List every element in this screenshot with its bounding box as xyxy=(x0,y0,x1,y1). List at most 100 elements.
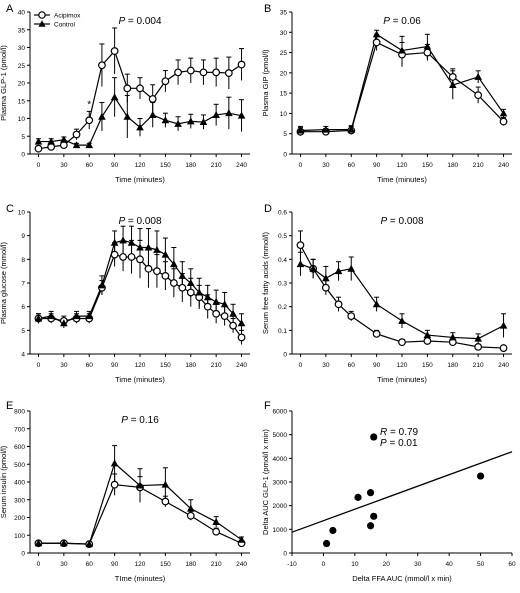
panel-e-x-tick-label: 90 xyxy=(111,561,119,568)
panel-a-y-tick-label: 30 xyxy=(18,45,26,52)
panel-f-x-tick-label: 0 xyxy=(322,561,326,568)
panel-a-control-point xyxy=(174,119,182,127)
panel-b-y-tick-label: 35 xyxy=(280,10,288,17)
panel-b-acipimox-point xyxy=(423,48,432,57)
panel-a-x-tick-label: 120 xyxy=(135,162,146,169)
panel-f-p-value: P = 0.01 xyxy=(380,438,418,449)
panel-f-stat-value: = 0.79 xyxy=(387,427,418,438)
panel-a-acipimox-point xyxy=(161,77,170,86)
panel-f-y-tick-label: 1000 xyxy=(273,527,288,534)
panel-a-y-tick-label: 10 xyxy=(18,116,26,123)
panel-c-x-tick-label: 60 xyxy=(86,362,94,369)
panel-e-control-point xyxy=(212,517,220,525)
panel-c-acipimox-point xyxy=(119,253,127,261)
panel-c-y-tick-label: 9 xyxy=(21,233,25,240)
panel-d-x-tick-label: 210 xyxy=(473,362,484,369)
panel-c-p-rest: = 0.008 xyxy=(125,216,162,227)
panel-d-x-axis-label: Time (minutes) xyxy=(377,375,427,384)
panel-d-control-point xyxy=(309,264,317,272)
panel-b-x-tick-label: 0 xyxy=(299,162,303,169)
panel-a-control-point xyxy=(237,111,246,119)
panel-a-control-point xyxy=(136,123,144,131)
panel-d-acipimox-point xyxy=(398,338,406,347)
legend-marker-acipimox xyxy=(38,11,46,19)
panel-c-y-axis-label: Plasma glucose (mmol/l) xyxy=(0,241,8,324)
panel-f-x-tick-label: -10 xyxy=(287,561,297,568)
panel-b-control-point xyxy=(296,126,305,134)
panel-f-y-tick-label: 2000 xyxy=(273,503,288,510)
panel-d-acipimox-line xyxy=(299,244,504,349)
panel-c: C 4 5 6 7 8 9 10 0 30 60 90 120 150 180 210 240 Time (min… xyxy=(0,203,250,384)
panel-d-control-point xyxy=(398,316,406,324)
panel-f-data-point xyxy=(366,489,375,497)
panel-a-control-point xyxy=(161,116,170,124)
panel-f-x-tick-label: 30 xyxy=(414,561,422,568)
panel-a-control-point xyxy=(72,141,81,149)
panel-b-control-point xyxy=(398,46,406,54)
panel-f-y-tick-label: 4000 xyxy=(273,456,288,463)
panel-d-y-axis-label: Serum free fatty acids (mmol/l) xyxy=(261,231,270,334)
panel-d-x-tick-label: 180 xyxy=(447,362,458,369)
panel-f-letter: F xyxy=(264,400,271,412)
panel-a-acipimox-point xyxy=(72,130,81,139)
panel-b-acipimox-point xyxy=(474,91,483,100)
panel-a-y-axis-label: Plasma GLP-1 (pmol/l) xyxy=(0,45,8,121)
panel-f-data-point xyxy=(329,526,337,535)
panel-e-control-point xyxy=(186,504,195,512)
panel-e-y-tick-label: 500 xyxy=(14,462,25,469)
panel-a-control-point xyxy=(148,110,157,118)
panel-c-acipimox-point xyxy=(153,267,161,276)
panel-c-control-point xyxy=(85,312,94,320)
panel-c-y-tick-label: 8 xyxy=(21,257,25,264)
panel-b-x-tick-label: 240 xyxy=(498,162,509,169)
panel-e-p-rest: = 0.16 xyxy=(128,415,159,426)
panel-d-x-tick-label: 120 xyxy=(397,362,408,369)
panel-c-control-point xyxy=(186,279,195,286)
panel-d-y-tick-label: 0.6 xyxy=(278,210,287,217)
panel-d-acipimox-point xyxy=(474,343,483,351)
panel-c-control-point xyxy=(98,281,106,289)
panel-c-p-symbol: P xyxy=(118,216,125,227)
panel-d-acipimox-point xyxy=(347,312,356,321)
panel-c-acipimox-point xyxy=(212,309,221,318)
panel-d-acipimox-point xyxy=(372,329,381,338)
panel-c-x-tick-label: 150 xyxy=(160,362,171,369)
panel-c-x-tick-label: 120 xyxy=(135,362,146,369)
panel-f-x-tick-label: 20 xyxy=(383,561,391,568)
panel-f-data-point xyxy=(370,433,378,441)
panel-e-acipimox-point xyxy=(161,497,170,506)
panel-e-y-tick-label: 600 xyxy=(14,444,25,451)
panel-a-acipimox-point xyxy=(148,95,157,103)
panel-c-control-point xyxy=(110,238,119,246)
panel-e-y-axis-label: Serum insulin (pmol/l) xyxy=(0,445,8,518)
panel-a-acipimox-point xyxy=(110,47,119,55)
panel-d: D 0 0.1 0.2 0.3 0.4 0.5 0.6 0 30 60 90 120 150 180 210 2… xyxy=(261,203,512,384)
panel-a-x-tick-label: 90 xyxy=(111,162,119,169)
panel-b-x-tick-label: 180 xyxy=(447,162,458,169)
panel-e-y-tick-label: 100 xyxy=(14,533,25,540)
legend-marker-control xyxy=(38,20,46,27)
panel-b-control-point xyxy=(499,109,508,117)
panel-d-acipimox-point xyxy=(423,337,432,345)
panel-d-control-point xyxy=(499,321,508,329)
panel-c-y-tick-label: 7 xyxy=(21,281,25,288)
panel-e-x-tick-label: 0 xyxy=(37,561,41,568)
panel-a-control-point xyxy=(186,117,195,125)
panel-c-y-tick-label: 6 xyxy=(21,304,25,311)
panel-c-control-point xyxy=(144,243,153,251)
panel-c-acipimox-point xyxy=(127,253,136,261)
legend-label-acipimox: Acipimox xyxy=(54,13,81,20)
panel-b-x-tick-label: 120 xyxy=(397,162,408,169)
panel-f-x-tick-label: 50 xyxy=(477,561,485,568)
panel-c-x-tick-label: 210 xyxy=(211,362,222,369)
panel-c-control-point xyxy=(170,260,178,268)
panel-b-control-point xyxy=(347,125,356,133)
panel-d-control-point xyxy=(423,331,432,339)
panel-a-legend: Acipimox Control xyxy=(34,11,81,29)
panel-a-control-point xyxy=(225,109,233,117)
panel-b-y-tick-label: 10 xyxy=(280,111,288,118)
panel-d-letter: D xyxy=(264,203,272,215)
panel-d-x-tick-label: 240 xyxy=(498,362,509,369)
panel-f-x-tick-label: 40 xyxy=(446,561,454,568)
